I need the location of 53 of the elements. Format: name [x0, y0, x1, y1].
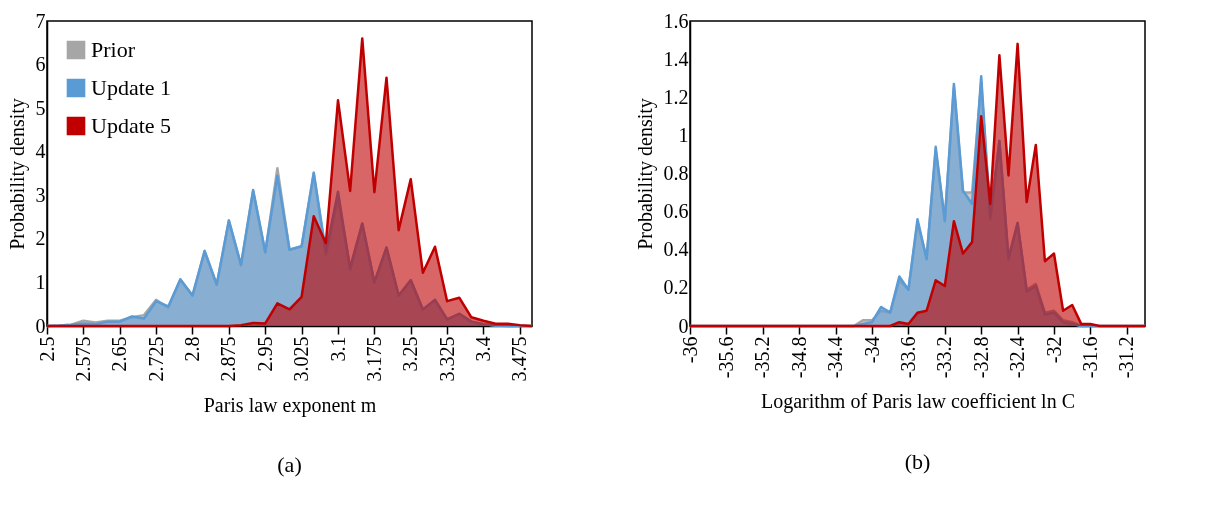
- x-tick-label: -32: [1042, 336, 1065, 364]
- y-tick-label: 0: [35, 314, 46, 337]
- text: (b): [904, 448, 931, 474]
- x-tick-label: -31.2: [1115, 336, 1138, 379]
- legend-label: Update 1: [91, 75, 172, 100]
- text: (a): [277, 452, 302, 477]
- y-tick-label: 2: [35, 227, 46, 250]
- y-tick-label: 0.8: [663, 162, 689, 184]
- y-tick-label: 5: [35, 96, 46, 119]
- x-tick-label: -34: [860, 336, 883, 364]
- y-tick-label: 6: [35, 53, 46, 76]
- legend-label: Update 5: [91, 113, 172, 138]
- x-tick-label: -35.6: [714, 336, 737, 379]
- y-tick-label: 0.4: [663, 238, 689, 261]
- x-tick-label: 2.8: [181, 336, 203, 362]
- x-tick-label: -34.8: [787, 336, 810, 379]
- y-tick-label: 1: [35, 270, 46, 293]
- y-tick-label: 1.4: [663, 47, 689, 70]
- y-tick-label: 0.2: [663, 276, 689, 299]
- y-tick-label: 1.2: [663, 85, 689, 108]
- y-tick-label: 0: [678, 314, 689, 337]
- x-tick-label: 3.25: [399, 336, 422, 372]
- x-tick-label: 3.025: [290, 336, 313, 382]
- x-tick-label: 3.325: [435, 336, 458, 382]
- y-axis-title: Probability density: [5, 98, 29, 250]
- x-tick-label: 2.575: [71, 336, 94, 382]
- x-tick-label: -31.6: [1078, 336, 1101, 379]
- x-axis-title: Logarithm of Paris law coefficient ln C: [761, 390, 1075, 414]
- x-tick-label: 3.175: [362, 336, 385, 382]
- x-tick-label: -33.6: [896, 336, 919, 379]
- y-tick-label: 1: [678, 123, 689, 146]
- x-tick-label: 2.95: [253, 336, 276, 372]
- x-tick-label: 3.475: [508, 336, 531, 382]
- x-tick-label: 2.65: [108, 336, 131, 372]
- y-tick-label: 7: [35, 9, 46, 32]
- x-tick-label: -32.8: [969, 336, 992, 379]
- x-tick-label: 2.875: [217, 336, 240, 382]
- y-tick-label: 0.6: [663, 200, 689, 223]
- y-axis-title: Probability density: [633, 98, 657, 250]
- x-tick-label: 2.725: [144, 336, 167, 382]
- y-tick-label: 4: [35, 140, 46, 163]
- x-axis-title: Paris law exponent m: [203, 393, 377, 417]
- x-tick-label: -32.4: [1006, 336, 1029, 379]
- x-tick-label: -35.2: [751, 336, 774, 379]
- y-tick-label: 3: [35, 183, 46, 206]
- x-tick-label: -33.2: [933, 336, 956, 379]
- x-tick-label: -34.4: [824, 336, 847, 379]
- x-tick-label: 3.4: [472, 336, 494, 362]
- legend-label: Prior: [91, 37, 136, 62]
- x-tick-label: 2.5: [35, 336, 58, 362]
- x-tick-label: 3.1: [326, 336, 349, 362]
- x-tick-label: -36: [678, 336, 701, 364]
- y-tick-label: 1.6: [663, 9, 689, 32]
